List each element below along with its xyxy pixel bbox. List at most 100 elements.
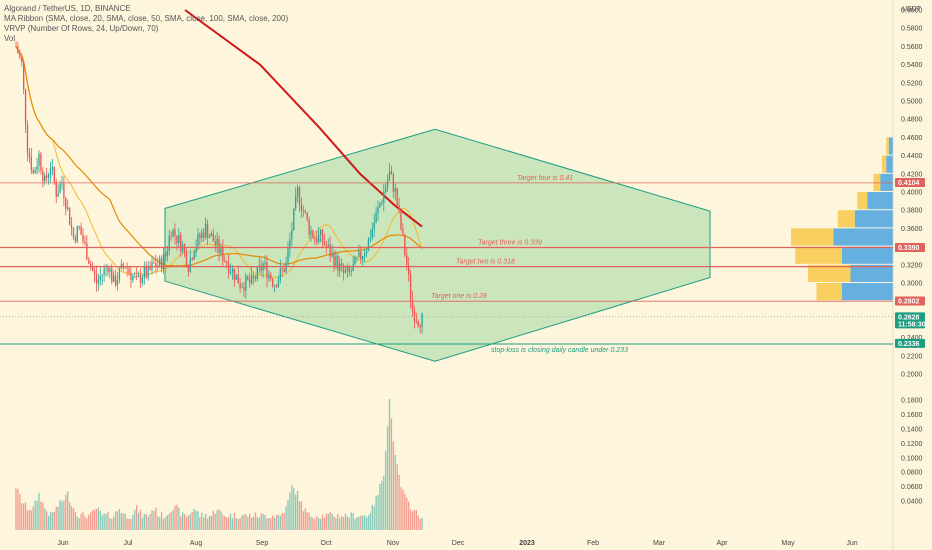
candle[interactable] [149, 266, 151, 270]
candle[interactable] [404, 234, 406, 256]
candle[interactable] [291, 230, 293, 240]
candle[interactable] [206, 223, 209, 238]
candle[interactable] [38, 153, 40, 166]
candle[interactable] [130, 272, 132, 281]
candle[interactable] [134, 276, 136, 277]
candle[interactable] [34, 170, 36, 174]
candle[interactable] [118, 268, 121, 281]
candle[interactable] [28, 152, 31, 157]
candle[interactable] [26, 124, 29, 153]
candle[interactable] [348, 266, 350, 272]
candle[interactable] [70, 224, 73, 228]
candle[interactable] [415, 321, 418, 323]
candle[interactable] [235, 274, 237, 280]
candle[interactable] [264, 262, 266, 264]
candle[interactable] [30, 156, 32, 171]
candle[interactable] [128, 268, 130, 273]
candle[interactable] [293, 208, 295, 231]
candle[interactable] [317, 234, 320, 242]
candle[interactable] [172, 229, 174, 237]
candle[interactable] [331, 252, 333, 257]
candle[interactable] [97, 280, 100, 284]
candle[interactable] [168, 236, 170, 251]
candle[interactable] [400, 210, 402, 230]
candle[interactable] [68, 207, 71, 225]
candle[interactable] [289, 239, 291, 250]
candle[interactable] [275, 285, 278, 288]
candle[interactable] [139, 275, 142, 283]
candle[interactable] [107, 267, 109, 273]
candle[interactable] [214, 241, 216, 245]
candle[interactable] [325, 244, 327, 247]
candle[interactable] [155, 262, 157, 267]
candle[interactable] [358, 251, 360, 257]
candle[interactable] [180, 234, 182, 252]
candle[interactable] [396, 188, 398, 206]
candle[interactable] [220, 246, 222, 253]
candle[interactable] [308, 219, 310, 235]
candle[interactable] [212, 233, 214, 242]
candle[interactable] [363, 253, 366, 257]
candle[interactable] [252, 275, 255, 278]
candle[interactable] [350, 271, 352, 272]
candle[interactable] [111, 268, 113, 282]
candle[interactable] [103, 268, 105, 275]
candle[interactable] [143, 267, 146, 278]
candle[interactable] [411, 299, 414, 311]
candle[interactable] [266, 262, 268, 279]
candle[interactable] [360, 251, 362, 260]
candle[interactable] [394, 188, 396, 192]
candle[interactable] [283, 268, 285, 272]
candle[interactable] [294, 196, 297, 209]
candle[interactable] [47, 174, 50, 178]
candle[interactable] [268, 274, 270, 279]
candle[interactable] [241, 287, 243, 288]
candle[interactable] [298, 187, 301, 205]
candle[interactable] [42, 170, 44, 182]
candle[interactable] [285, 262, 287, 272]
candle[interactable] [327, 244, 329, 247]
candle[interactable] [21, 57, 23, 63]
candle[interactable] [158, 258, 161, 266]
candle[interactable] [195, 246, 197, 253]
candle[interactable] [191, 258, 193, 260]
candle[interactable] [82, 234, 84, 242]
candle[interactable] [178, 234, 180, 243]
candle[interactable] [216, 238, 218, 245]
candle[interactable] [272, 279, 274, 286]
candle[interactable] [310, 230, 312, 235]
candle[interactable] [340, 263, 343, 266]
candle[interactable] [319, 229, 322, 235]
candle[interactable] [304, 210, 306, 213]
candle[interactable] [126, 267, 128, 269]
candle[interactable] [72, 227, 75, 238]
candle[interactable] [346, 266, 349, 271]
candle[interactable] [113, 275, 115, 282]
candle[interactable] [302, 210, 304, 212]
candle[interactable] [61, 183, 63, 185]
candle[interactable] [233, 268, 236, 280]
candle[interactable] [105, 267, 107, 269]
candle[interactable] [352, 264, 354, 272]
candle[interactable] [78, 226, 80, 228]
candle[interactable] [17, 46, 19, 54]
candle[interactable] [91, 265, 94, 271]
candle[interactable] [329, 244, 331, 257]
candle[interactable] [385, 187, 387, 192]
candle[interactable] [417, 321, 419, 327]
candle[interactable] [247, 275, 249, 280]
candle[interactable] [369, 238, 372, 240]
candle[interactable] [201, 232, 203, 239]
candle[interactable] [76, 226, 78, 242]
candle[interactable] [80, 226, 82, 235]
candle[interactable] [114, 275, 117, 286]
candle[interactable] [145, 267, 147, 278]
candle[interactable] [227, 263, 230, 273]
candle[interactable] [51, 166, 54, 169]
candle[interactable] [367, 238, 370, 251]
candle[interactable] [312, 230, 314, 238]
candle[interactable] [260, 265, 262, 271]
candle[interactable] [377, 207, 379, 213]
candle[interactable] [254, 277, 257, 279]
